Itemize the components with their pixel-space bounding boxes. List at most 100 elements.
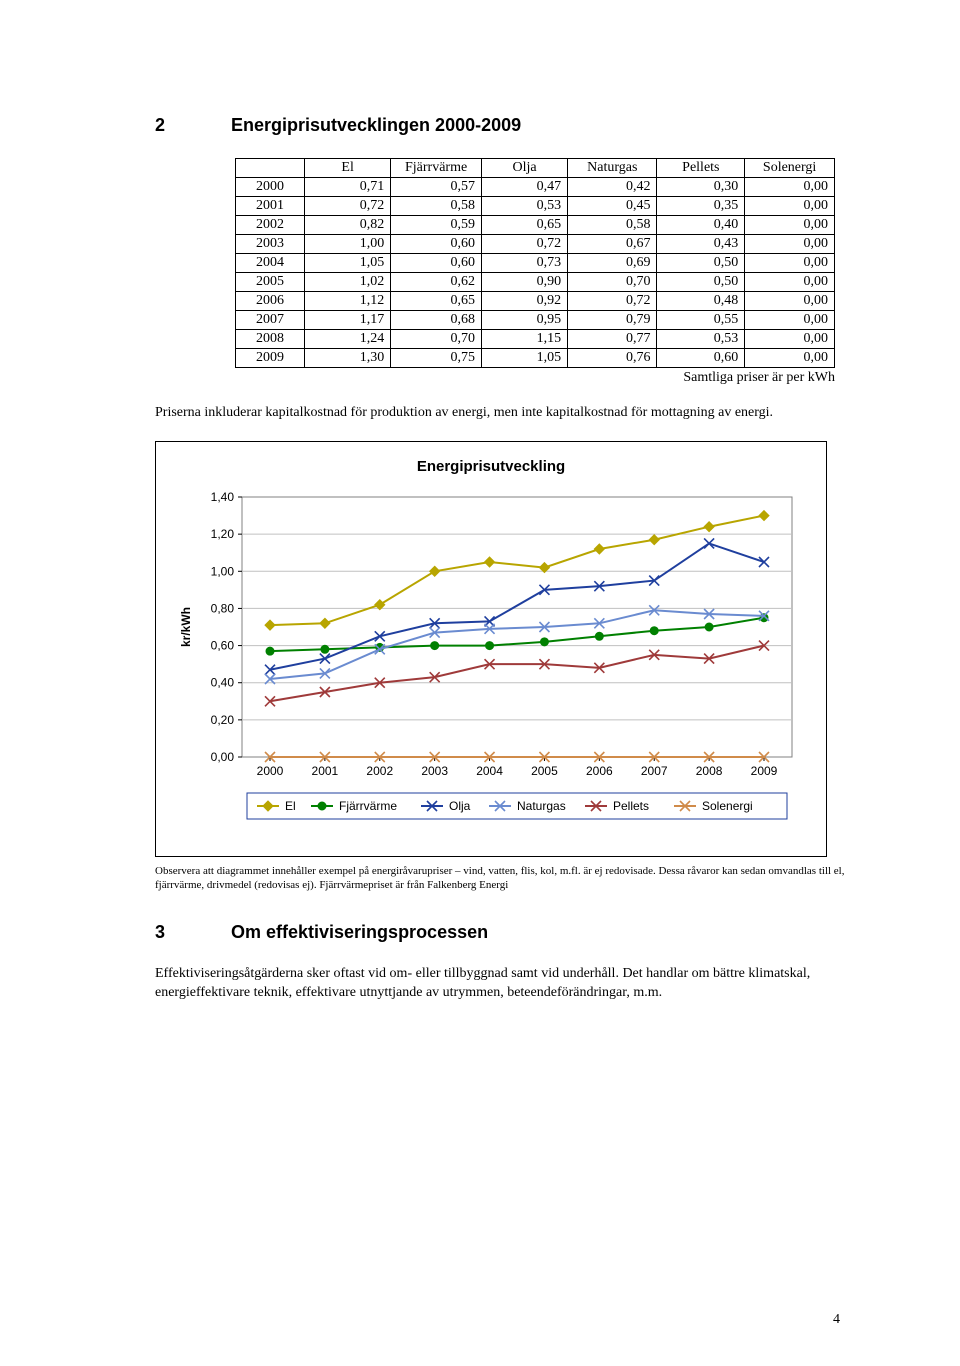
svg-text:1,40: 1,40 bbox=[211, 490, 235, 504]
value-cell: 0,72 bbox=[482, 235, 568, 254]
value-cell: 0,00 bbox=[745, 216, 835, 235]
svg-text:Pellets: Pellets bbox=[613, 799, 649, 813]
svg-text:kr/kWh: kr/kWh bbox=[179, 607, 193, 647]
table-row: 20041,050,600,730,690,500,00 bbox=[236, 254, 835, 273]
table-row: 20000,710,570,470,420,300,00 bbox=[236, 178, 835, 197]
svg-text:0,40: 0,40 bbox=[211, 676, 235, 690]
value-cell: 0,69 bbox=[568, 254, 657, 273]
section-2-number: 2 bbox=[155, 115, 171, 136]
year-cell: 2002 bbox=[236, 216, 305, 235]
page-number: 4 bbox=[833, 1312, 840, 1328]
value-cell: 0,48 bbox=[657, 292, 745, 311]
value-cell: 0,67 bbox=[568, 235, 657, 254]
value-cell: 0,00 bbox=[745, 273, 835, 292]
value-cell: 1,02 bbox=[305, 273, 391, 292]
value-cell: 0,30 bbox=[657, 178, 745, 197]
svg-text:2000: 2000 bbox=[257, 764, 284, 778]
table-row: 20031,000,600,720,670,430,00 bbox=[236, 235, 835, 254]
svg-text:2004: 2004 bbox=[476, 764, 503, 778]
paragraph-after-table: Priserna inkluderar kapitalkostnad för p… bbox=[155, 404, 850, 423]
svg-text:El: El bbox=[285, 799, 296, 813]
svg-text:0,20: 0,20 bbox=[211, 713, 235, 727]
value-cell: 0,79 bbox=[568, 311, 657, 330]
paragraph-section-3: Effektiviseringsåtgärderna sker oftast v… bbox=[155, 965, 850, 1003]
table-header: Pellets bbox=[657, 159, 745, 178]
value-cell: 0,53 bbox=[482, 197, 568, 216]
value-cell: 1,05 bbox=[305, 254, 391, 273]
svg-text:0,00: 0,00 bbox=[211, 750, 235, 764]
year-cell: 2005 bbox=[236, 273, 305, 292]
table-row: 20051,020,620,900,700,500,00 bbox=[236, 273, 835, 292]
value-cell: 1,15 bbox=[482, 330, 568, 349]
energy-price-chart: 0,00 0,20 0,40 0,60 0,80 1,00 1,20 1,40 2000 2001… bbox=[172, 487, 812, 837]
table-header: Fjärrvärme bbox=[391, 159, 482, 178]
section-3-title: Om effektiviseringsprocessen bbox=[231, 922, 488, 943]
table-row: 20081,240,701,150,770,530,00 bbox=[236, 330, 835, 349]
price-table: ElFjärrvärmeOljaNaturgasPelletsSolenergi… bbox=[235, 158, 835, 368]
svg-text:2003: 2003 bbox=[421, 764, 448, 778]
table-caption: Samtliga priser är per kWh bbox=[155, 370, 835, 386]
value-cell: 1,30 bbox=[305, 349, 391, 368]
svg-text:2007: 2007 bbox=[641, 764, 668, 778]
svg-text:2002: 2002 bbox=[366, 764, 393, 778]
svg-text:0,60: 0,60 bbox=[211, 638, 235, 652]
svg-text:2009: 2009 bbox=[751, 764, 778, 778]
table-row: 20061,120,650,920,720,480,00 bbox=[236, 292, 835, 311]
svg-text:1,20: 1,20 bbox=[211, 527, 235, 541]
svg-text:1,00: 1,00 bbox=[211, 564, 235, 578]
value-cell: 0,65 bbox=[482, 216, 568, 235]
table-row: 20071,170,680,950,790,550,00 bbox=[236, 311, 835, 330]
svg-text:Olja: Olja bbox=[449, 799, 471, 813]
table-row: 20010,720,580,530,450,350,00 bbox=[236, 197, 835, 216]
year-cell: 2004 bbox=[236, 254, 305, 273]
value-cell: 0,00 bbox=[745, 197, 835, 216]
year-cell: 2008 bbox=[236, 330, 305, 349]
value-cell: 0,57 bbox=[391, 178, 482, 197]
value-cell: 1,00 bbox=[305, 235, 391, 254]
value-cell: 0,00 bbox=[745, 254, 835, 273]
year-cell: 2001 bbox=[236, 197, 305, 216]
value-cell: 0,62 bbox=[391, 273, 482, 292]
table-header: Naturgas bbox=[568, 159, 657, 178]
svg-text:2005: 2005 bbox=[531, 764, 558, 778]
section-2-title: Energiprisutvecklingen 2000-2009 bbox=[231, 115, 521, 136]
value-cell: 0,43 bbox=[657, 235, 745, 254]
value-cell: 0,76 bbox=[568, 349, 657, 368]
value-cell: 1,24 bbox=[305, 330, 391, 349]
value-cell: 0,65 bbox=[391, 292, 482, 311]
value-cell: 1,17 bbox=[305, 311, 391, 330]
table-header: Solenergi bbox=[745, 159, 835, 178]
value-cell: 0,53 bbox=[657, 330, 745, 349]
chart-container: Energiprisutveckling 0,000,200,400,600,8… bbox=[155, 441, 827, 857]
value-cell: 0,95 bbox=[482, 311, 568, 330]
value-cell: 0,72 bbox=[305, 197, 391, 216]
value-cell: 0,60 bbox=[391, 235, 482, 254]
year-cell: 2000 bbox=[236, 178, 305, 197]
value-cell: 0,70 bbox=[568, 273, 657, 292]
svg-text:0,80: 0,80 bbox=[211, 601, 235, 615]
year-cell: 2006 bbox=[236, 292, 305, 311]
section-2-heading: 2 Energiprisutvecklingen 2000-2009 bbox=[155, 115, 850, 136]
table-header: Olja bbox=[482, 159, 568, 178]
svg-text:Naturgas: Naturgas bbox=[517, 799, 566, 813]
value-cell: 0,42 bbox=[568, 178, 657, 197]
value-cell: 0,40 bbox=[657, 216, 745, 235]
svg-text:2006: 2006 bbox=[586, 764, 613, 778]
value-cell: 0,72 bbox=[568, 292, 657, 311]
value-cell: 0,50 bbox=[657, 273, 745, 292]
value-cell: 0,00 bbox=[745, 349, 835, 368]
value-cell: 0,75 bbox=[391, 349, 482, 368]
svg-text:2001: 2001 bbox=[312, 764, 339, 778]
svg-text:Fjärrvärme: Fjärrvärme bbox=[339, 799, 397, 813]
table-header bbox=[236, 159, 305, 178]
value-cell: 0,47 bbox=[482, 178, 568, 197]
year-cell: 2009 bbox=[236, 349, 305, 368]
section-3-heading: 3 Om effektiviseringsprocessen bbox=[155, 922, 850, 943]
svg-text:Solenergi: Solenergi bbox=[702, 799, 753, 813]
value-cell: 0,00 bbox=[745, 311, 835, 330]
value-cell: 0,68 bbox=[391, 311, 482, 330]
value-cell: 0,00 bbox=[745, 235, 835, 254]
value-cell: 0,60 bbox=[391, 254, 482, 273]
table-header: El bbox=[305, 159, 391, 178]
value-cell: 0,55 bbox=[657, 311, 745, 330]
